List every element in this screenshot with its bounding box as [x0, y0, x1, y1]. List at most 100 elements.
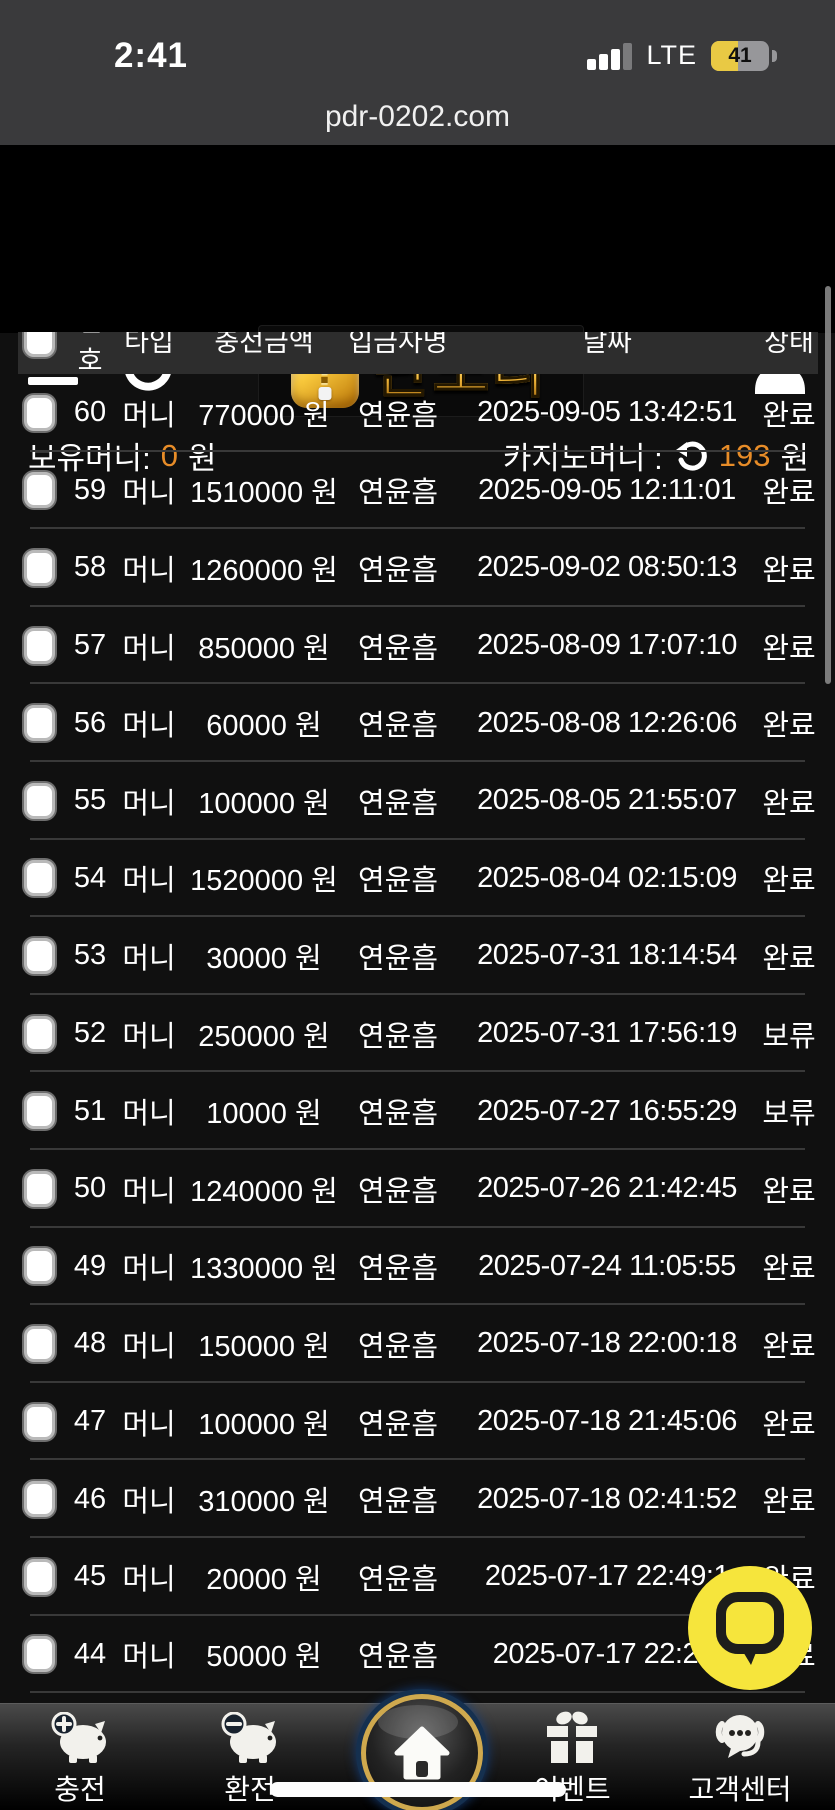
row-datetime: 2025-07-27 16:55:29	[477, 1094, 737, 1127]
row-amount: 10000 원	[206, 1098, 322, 1131]
row-amount: 1330000 원	[190, 1253, 338, 1286]
row-checkbox[interactable]	[24, 1325, 55, 1362]
row-depositor: 연윤흠	[357, 1253, 439, 1286]
row-amount: 50000 원	[206, 1641, 322, 1674]
row-checkbox[interactable]	[24, 705, 55, 742]
table-row: 50 머니 1240000 원 연윤흠 2025-07-26 21:42:45 …	[18, 1150, 818, 1228]
table-row: 54 머니 1520000 원 연윤흠 2025-08-04 02:15:09 …	[18, 840, 818, 918]
row-depositor: 연윤흠	[357, 1563, 439, 1596]
row-checkbox[interactable]	[24, 1015, 55, 1052]
row-status: 완료	[762, 1486, 816, 1519]
row-checkbox[interactable]	[24, 1248, 55, 1285]
row-checkbox[interactable]	[24, 937, 55, 974]
table-row: 46 머니 310000 원 연윤흠 2025-07-18 02:41:52 완…	[18, 1460, 818, 1538]
row-checkbox[interactable]	[24, 627, 55, 664]
row-datetime: 2025-09-02 08:50:13	[477, 551, 737, 584]
headset-chat-icon	[665, 1712, 815, 1764]
row-amount: 20000 원	[206, 1563, 322, 1596]
row-number: 58	[73, 551, 107, 584]
row-status: 완료	[762, 632, 816, 665]
row-depositor: 연윤흠	[357, 1330, 439, 1363]
row-checkbox[interactable]	[24, 549, 55, 586]
row-checkbox[interactable]	[24, 1093, 55, 1130]
status-time: 2:41	[113, 36, 189, 75]
row-number: 60	[73, 396, 107, 429]
row-number: 49	[73, 1249, 107, 1282]
table-row: 52 머니 250000 원 연윤흠 2025-07-31 17:56:19 보…	[18, 995, 818, 1073]
nav-support[interactable]: 고객센터	[665, 1712, 815, 1808]
row-number: 54	[73, 861, 107, 894]
row-checkbox[interactable]	[24, 472, 55, 509]
row-depositor: 연윤흠	[357, 1098, 439, 1131]
row-checkbox[interactable]	[24, 1170, 55, 1207]
row-datetime: 2025-09-05 12:11:01	[478, 473, 736, 506]
row-type: 머니	[122, 1408, 176, 1441]
row-checkbox[interactable]	[24, 860, 55, 897]
row-checkbox[interactable]	[24, 782, 55, 819]
row-depositor: 연윤흠	[357, 1408, 439, 1441]
row-checkbox[interactable]	[24, 394, 55, 431]
nav-deposit[interactable]: 충전	[20, 1712, 140, 1808]
row-status: 완료	[762, 942, 816, 975]
chat-button[interactable]	[688, 1566, 812, 1690]
row-amount: 310000 원	[198, 1486, 330, 1519]
row-type: 머니	[122, 554, 176, 587]
col-header-amount: 충전금액	[214, 332, 314, 357]
row-amount: 770000 원	[198, 399, 330, 432]
table-row: 55 머니 100000 원 연윤흠 2025-08-05 21:55:07 완…	[18, 762, 818, 840]
nav-support-label: 고객센터	[688, 1774, 792, 1805]
row-checkbox[interactable]	[24, 1636, 55, 1673]
row-status: 완료	[762, 399, 816, 432]
row-status: 보류	[762, 1020, 816, 1053]
select-all-checkbox[interactable]	[24, 332, 55, 357]
row-status: 완료	[762, 710, 816, 743]
bottom-nav: 충전 환전	[0, 1694, 835, 1810]
table-row: 56 머니 60000 원 연윤흠 2025-08-08 12:26:06 완료	[18, 684, 818, 762]
row-checkbox[interactable]	[24, 1403, 55, 1440]
row-checkbox[interactable]	[24, 1558, 55, 1595]
gift-icon	[512, 1711, 632, 1764]
chat-bubble-icon	[716, 1592, 784, 1665]
row-datetime: 2025-08-09 17:07:10	[477, 629, 737, 662]
row-type: 머니	[122, 1253, 176, 1286]
table-row: 53 머니 30000 원 연윤흠 2025-07-31 18:14:54 완료	[18, 917, 818, 995]
row-number: 44	[73, 1637, 107, 1670]
status-bar: 2:41 LTE 41 pdr-0202.com	[0, 0, 835, 145]
row-datetime: 2025-08-05 21:55:07	[477, 784, 737, 817]
row-depositor: 연윤흠	[357, 399, 439, 432]
row-depositor: 연윤흠	[357, 632, 439, 665]
row-datetime: 2025-08-04 02:15:09	[477, 861, 737, 894]
col-header-name: 입금자명	[348, 332, 448, 357]
nav-withdraw[interactable]: 환전	[190, 1712, 310, 1808]
address-bar[interactable]: pdr-0202.com	[324, 100, 511, 133]
balance-bar: 보유머니: 0 원 카지노머니 : 193 원	[0, 425, 835, 478]
row-amount: 30000 원	[206, 942, 322, 975]
table-row: 48 머니 150000 원 연윤흠 2025-07-18 22:00:18 완…	[18, 1305, 818, 1383]
row-type: 머니	[122, 1175, 176, 1208]
battery-icon: 41	[711, 40, 769, 71]
signal-strength-icon	[587, 42, 633, 70]
scroll-indicator[interactable]	[825, 286, 831, 684]
row-type: 머니	[122, 632, 176, 665]
row-depositor: 연윤흠	[357, 1486, 439, 1519]
row-type: 머니	[122, 710, 176, 743]
row-amount: 1520000 원	[190, 865, 338, 898]
row-number: 46	[73, 1482, 107, 1515]
row-depositor: 연윤흠	[357, 554, 439, 587]
battery-nub	[772, 49, 777, 62]
row-amount: 1240000 원	[190, 1175, 338, 1208]
col-header-date: 날짜	[582, 332, 632, 357]
row-datetime: 2025-07-17 22:27:	[492, 1637, 722, 1670]
row-number: 53	[73, 939, 107, 972]
home-indicator[interactable]	[270, 1782, 566, 1797]
piggy-plus-icon	[20, 1712, 140, 1764]
row-status: 완료	[762, 865, 816, 898]
row-checkbox[interactable]	[24, 1481, 55, 1518]
casino-refresh-icon[interactable]	[675, 440, 707, 472]
status-icons: LTE 41	[587, 40, 777, 71]
row-depositor: 연윤흠	[357, 787, 439, 820]
table-row: 51 머니 10000 원 연윤흠 2025-07-27 16:55:29 보류	[18, 1072, 818, 1150]
casino-money-label: 카지노머니 :	[502, 441, 663, 476]
row-datetime: 2025-07-31 17:56:19	[477, 1017, 737, 1050]
row-datetime: 2025-07-17 22:49:1	[484, 1560, 730, 1593]
